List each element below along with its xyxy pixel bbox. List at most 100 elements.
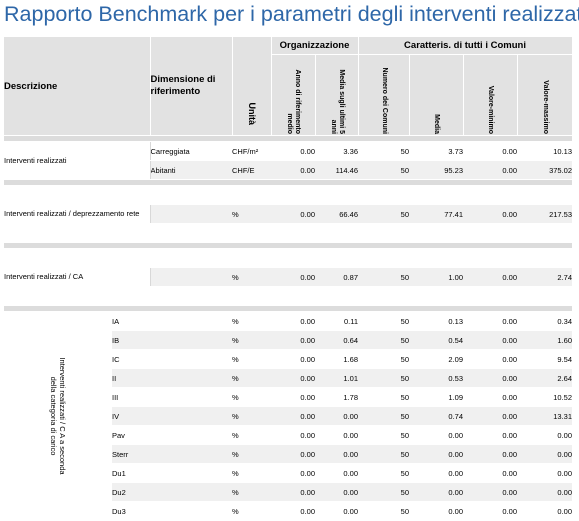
cell-max: 10.13 bbox=[517, 141, 573, 161]
cell-min: 0.00 bbox=[463, 141, 518, 161]
cell-n: 50 bbox=[358, 482, 410, 502]
table-row bbox=[4, 223, 573, 243]
table-row: % 0.00 66.46 50 77.41 0.00 217.53 bbox=[4, 204, 573, 224]
cell-media: 0.13 bbox=[409, 311, 464, 331]
table-row: Sterr% 0.00 0.00 50 0.00 0.00 0.00 bbox=[4, 444, 573, 464]
cell-unit: % bbox=[232, 406, 272, 426]
cell-unit: CHF/E bbox=[232, 160, 272, 180]
cell-media: 0.00 bbox=[409, 482, 464, 502]
dimension-cell: Abitanti bbox=[149, 160, 233, 180]
category-label: Du3 bbox=[112, 501, 151, 521]
cell-anno: 0.00 bbox=[271, 267, 316, 287]
cell-media: 1.09 bbox=[409, 387, 464, 407]
category-label: Du2 bbox=[112, 482, 151, 502]
cell-n: 50 bbox=[358, 160, 410, 180]
cell-anno: 0.00 bbox=[271, 368, 316, 388]
cell-unit: CHF/m² bbox=[232, 141, 272, 161]
cell-max: 2.74 bbox=[517, 267, 573, 287]
cell-media: 0.53 bbox=[409, 368, 464, 388]
cell-n: 50 bbox=[358, 463, 410, 483]
cell-m5: 1.01 bbox=[315, 368, 359, 388]
header-media-5-text: Media sugli ultimi 5 anni bbox=[329, 69, 345, 134]
table-row: % 0.00 0.87 50 1.00 0.00 2.74 bbox=[4, 267, 573, 287]
cell-media: 0.00 bbox=[409, 425, 464, 445]
spacer-cell bbox=[150, 387, 233, 407]
table-row: Interventi realizzati / C A a seconda de… bbox=[4, 311, 573, 521]
cell-m5: 0.00 bbox=[315, 444, 359, 464]
section-separator bbox=[4, 242, 573, 249]
cell-max: 1.60 bbox=[517, 330, 573, 350]
category-label: Sterr bbox=[112, 444, 151, 464]
table-row bbox=[4, 286, 573, 306]
category-label: Du1 bbox=[112, 463, 151, 483]
cell-max: 217.53 bbox=[517, 204, 573, 224]
header-unita: Unità bbox=[232, 37, 272, 136]
header-media-text: Media bbox=[433, 114, 441, 134]
cell-m5: 0.64 bbox=[315, 330, 359, 350]
cell-anno: 0.00 bbox=[271, 406, 316, 426]
header-valore-min: Valore-minimo bbox=[463, 54, 518, 136]
cell-max: 9.54 bbox=[517, 349, 573, 369]
header-descrizione: Descrizione bbox=[4, 37, 151, 136]
cell-max: 375.02 bbox=[517, 160, 573, 180]
table-body: Interventi realizzati Carreggiata CHF/m² 0.… bbox=[4, 135, 573, 521]
empty-cell bbox=[150, 223, 573, 243]
cell-m5: 1.68 bbox=[315, 349, 359, 369]
cell-media: 0.00 bbox=[409, 463, 464, 483]
cell-unit: % bbox=[232, 349, 272, 369]
cell-media: 3.73 bbox=[409, 141, 464, 161]
cell-media: 0.74 bbox=[409, 406, 464, 426]
cell-min: 0.00 bbox=[463, 387, 518, 407]
cell-m5: 0.11 bbox=[315, 311, 359, 331]
cell-anno: 0.00 bbox=[271, 330, 316, 350]
cell-n: 50 bbox=[358, 311, 410, 331]
cell-unit: % bbox=[232, 204, 272, 224]
section-description-text: Interventi realizzati / C A a seconda de… bbox=[49, 357, 67, 475]
cell-anno: 0.00 bbox=[271, 501, 316, 521]
header-dimensione: Dimensione di riferimento bbox=[150, 37, 233, 136]
header-numero-comuni: Numero dei Comuni bbox=[358, 54, 410, 136]
spacer-cell bbox=[150, 444, 233, 464]
cell-min: 0.00 bbox=[463, 425, 518, 445]
header-valore-max: Valore-massimo bbox=[517, 54, 573, 136]
cell-anno: 0.00 bbox=[271, 311, 316, 331]
header-group-comuni: Caratteris. di tutti i Comuni bbox=[358, 37, 573, 55]
section-description: Interventi realizzati / deprezzamento re… bbox=[4, 185, 151, 243]
spacer-cell bbox=[150, 349, 233, 369]
table-row: IC% 0.00 1.68 50 2.09 0.00 9.54 bbox=[4, 349, 573, 369]
cell-m5: 0.00 bbox=[315, 501, 359, 521]
spacer-cell bbox=[150, 311, 233, 331]
separator-cell bbox=[4, 242, 573, 249]
separator-cell bbox=[4, 305, 573, 312]
category-label: II bbox=[112, 368, 151, 388]
dimension-cell bbox=[149, 267, 233, 287]
cell-m5: 0.00 bbox=[315, 463, 359, 483]
cell-media: 0.54 bbox=[409, 330, 464, 350]
section-description: Interventi realizzati / CA bbox=[4, 248, 151, 306]
cell-min: 0.00 bbox=[463, 368, 518, 388]
cell-n: 50 bbox=[358, 425, 410, 445]
cell-max: 0.00 bbox=[517, 425, 573, 445]
cell-unit: % bbox=[232, 482, 272, 502]
cell-min: 0.00 bbox=[463, 204, 518, 224]
cell-max: 13.31 bbox=[517, 406, 573, 426]
cell-media: 2.09 bbox=[409, 349, 464, 369]
header-anno-rif-text: Anno di riferimento medio bbox=[286, 69, 302, 134]
cell-n: 50 bbox=[358, 330, 410, 350]
cell-n: 50 bbox=[358, 406, 410, 426]
cell-media: 1.00 bbox=[409, 267, 464, 287]
cell-min: 0.00 bbox=[463, 501, 518, 521]
header-media-5: Media sugli ultimi 5 anni bbox=[315, 54, 359, 136]
category-label: III bbox=[112, 387, 151, 407]
cell-anno: 0.00 bbox=[271, 482, 316, 502]
table-row: Interventi realizzati / CA bbox=[4, 248, 573, 306]
cell-min: 0.00 bbox=[463, 482, 518, 502]
cell-m5: 0.87 bbox=[315, 267, 359, 287]
cell-m5: 1.78 bbox=[315, 387, 359, 407]
cell-max: 0.34 bbox=[517, 311, 573, 331]
header-anno-rif: Anno di riferimento medio bbox=[271, 54, 316, 136]
cell-n: 50 bbox=[358, 204, 410, 224]
table-row: III% 0.00 1.78 50 1.09 0.00 10.52 bbox=[4, 387, 573, 407]
header-group-organizzazione: Organizzazione bbox=[271, 37, 359, 55]
cell-anno: 0.00 bbox=[271, 463, 316, 483]
